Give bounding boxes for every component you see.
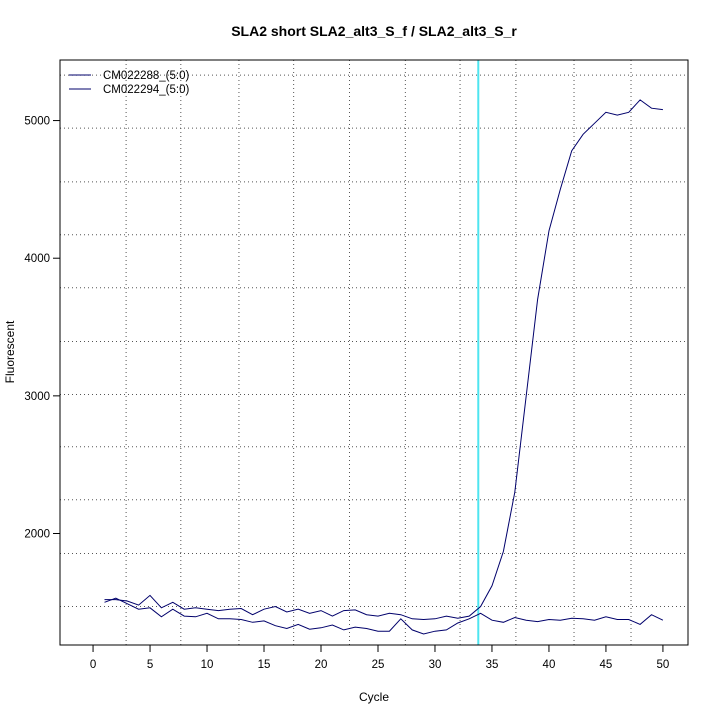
grid-lines: [60, 60, 688, 645]
x-tick-label: 15: [258, 659, 271, 671]
series-line-1: [104, 99, 663, 621]
legend: CM022288_(5:0) CM022294_(5:0): [69, 70, 189, 96]
legend-label: CM022288_(5:0): [103, 70, 189, 82]
y-axis: 2000 3000 4000 5000: [24, 116, 60, 541]
y-tick-label: 3000: [24, 391, 50, 403]
x-tick-label: 5: [147, 659, 153, 671]
x-tick-label: 0: [90, 659, 96, 671]
y-tick-label: 5000: [24, 116, 50, 128]
y-axis-label: Fluorescent: [3, 320, 17, 383]
x-tick-label: 35: [486, 659, 499, 671]
y-tick-label: 2000: [24, 529, 50, 541]
series-line-2: [104, 597, 664, 635]
x-tick-label: 20: [315, 659, 328, 671]
x-axis: 0 5 10 15 20 25 30 35 40 45 50: [90, 645, 669, 671]
y-tick-label: 4000: [24, 253, 50, 265]
x-tick-label: 50: [657, 659, 670, 671]
x-axis-label: Cycle: [359, 690, 389, 704]
x-tick-label: 40: [543, 659, 556, 671]
chart-title: SLA2 short SLA2_alt3_S_f / SLA2_alt3_S_r: [231, 23, 517, 39]
series-lines: [104, 99, 664, 635]
x-tick-label: 10: [201, 659, 214, 671]
x-tick-label: 25: [372, 659, 385, 671]
plot-frame: [59, 59, 689, 646]
legend-label: CM022294_(5:0): [103, 84, 189, 96]
x-tick-label: 45: [600, 659, 613, 671]
x-tick-label: 30: [429, 659, 442, 671]
